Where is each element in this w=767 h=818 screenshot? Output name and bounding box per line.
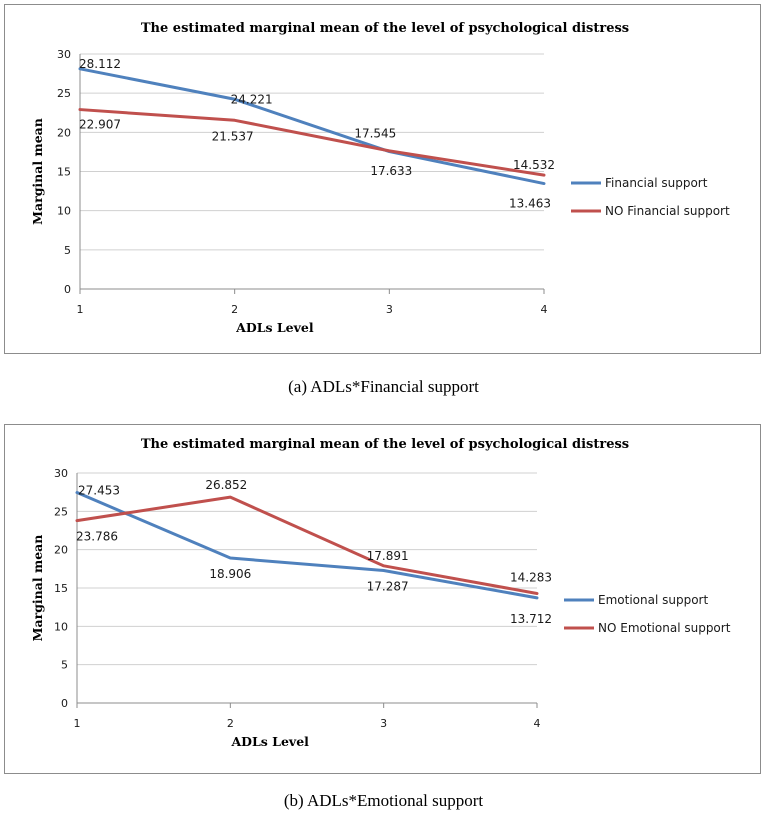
- data-label: 13.463: [509, 197, 551, 211]
- data-label: 14.532: [513, 158, 555, 172]
- data-label: 17.287: [367, 579, 409, 593]
- x-tick-label: 1: [77, 303, 84, 316]
- y-tick-label: 30: [54, 467, 68, 480]
- chart-panel-a: The estimated marginal mean of the level…: [4, 4, 761, 354]
- data-label: 17.891: [367, 549, 409, 563]
- y-tick-label: 5: [64, 244, 71, 257]
- data-label: 22.907: [79, 118, 121, 132]
- data-label: 21.537: [212, 129, 254, 143]
- caption-b: (b) ADLs*Emotional support: [283, 791, 484, 810]
- y-tick-label: 15: [57, 166, 71, 179]
- data-label: 17.545: [354, 127, 396, 141]
- series-line-1: [78, 67, 546, 186]
- data-label: 27.453: [78, 484, 120, 498]
- data-label: 26.852: [205, 478, 247, 492]
- line-chart-b: The estimated marginal mean of the level…: [30, 437, 731, 749]
- caption-a: (a) ADLs*Financial support: [288, 377, 479, 396]
- y-tick-label: 30: [57, 48, 71, 61]
- y-tick-label: 10: [57, 205, 71, 218]
- data-label: 23.786: [76, 530, 118, 544]
- data-label: 28.112: [79, 57, 121, 71]
- legend-label-1: Emotional support: [598, 593, 708, 607]
- y-axis-label: Marginal mean: [30, 535, 45, 642]
- y-tick-label: 0: [64, 283, 71, 296]
- legend-label-2: NO Financial support: [605, 204, 730, 218]
- data-label: 17.633: [370, 164, 412, 178]
- data-label: 18.906: [209, 567, 251, 581]
- legend-label-2: NO Emotional support: [598, 621, 731, 635]
- chart-title: The estimated marginal mean of the level…: [141, 437, 629, 452]
- y-tick-label: 20: [57, 126, 71, 139]
- x-tick-label: 3: [380, 717, 387, 730]
- series-line-1: [75, 491, 539, 600]
- x-tick-label: 2: [231, 303, 238, 316]
- x-axis-label: ADLs Level: [235, 320, 314, 335]
- y-tick-label: 10: [54, 620, 68, 633]
- legend-label-1: Financial support: [605, 176, 708, 190]
- y-tick-label: 15: [54, 582, 68, 595]
- x-tick-label: 2: [227, 717, 234, 730]
- chart-title: The estimated marginal mean of the level…: [141, 21, 629, 36]
- y-tick-label: 25: [57, 87, 71, 100]
- x-tick-label: 4: [541, 303, 548, 316]
- x-tick-label: 1: [74, 717, 81, 730]
- series-line-2: [75, 495, 539, 595]
- data-label: 14.283: [510, 570, 552, 584]
- line-chart-a: The estimated marginal mean of the level…: [30, 21, 730, 335]
- chart-panel-b: The estimated marginal mean of the level…: [4, 424, 761, 774]
- y-tick-label: 20: [54, 544, 68, 557]
- y-tick-label: 5: [61, 659, 68, 672]
- data-label: 13.712: [510, 612, 552, 626]
- x-tick-label: 3: [386, 303, 393, 316]
- y-tick-label: 25: [54, 505, 68, 518]
- data-label: 24.221: [231, 92, 273, 106]
- series-line-2: [78, 108, 546, 177]
- x-tick-label: 4: [534, 717, 541, 730]
- y-tick-label: 0: [61, 697, 68, 710]
- x-axis-label: ADLs Level: [230, 734, 309, 749]
- y-axis-label: Marginal mean: [30, 118, 45, 225]
